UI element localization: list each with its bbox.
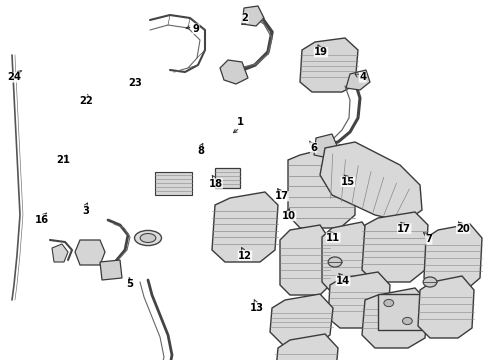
- Polygon shape: [320, 142, 422, 222]
- Text: 21: 21: [57, 155, 71, 165]
- Polygon shape: [52, 244, 68, 262]
- Text: 13: 13: [250, 303, 264, 313]
- Text: 18: 18: [209, 179, 222, 189]
- Ellipse shape: [140, 234, 156, 243]
- Circle shape: [384, 300, 393, 307]
- Polygon shape: [100, 260, 122, 280]
- Text: 23: 23: [128, 78, 142, 88]
- Polygon shape: [418, 276, 474, 338]
- Polygon shape: [314, 134, 338, 158]
- Text: 14: 14: [336, 276, 350, 286]
- Polygon shape: [242, 6, 264, 26]
- Polygon shape: [328, 272, 390, 328]
- Polygon shape: [288, 145, 355, 228]
- Text: 6: 6: [310, 143, 317, 153]
- Text: 17: 17: [397, 224, 411, 234]
- Text: 3: 3: [82, 206, 89, 216]
- Polygon shape: [378, 294, 421, 330]
- Text: 1: 1: [237, 117, 244, 127]
- Polygon shape: [346, 70, 370, 90]
- Text: 19: 19: [314, 47, 328, 57]
- Text: 11: 11: [326, 233, 341, 243]
- Text: 15: 15: [341, 177, 355, 187]
- Text: 8: 8: [197, 146, 204, 156]
- Text: 17: 17: [275, 191, 289, 201]
- Text: 10: 10: [282, 211, 296, 221]
- Polygon shape: [300, 38, 358, 92]
- Text: 20: 20: [456, 224, 470, 234]
- Circle shape: [402, 318, 412, 325]
- Text: 24: 24: [8, 72, 22, 82]
- Polygon shape: [270, 294, 333, 345]
- Ellipse shape: [135, 230, 162, 246]
- Polygon shape: [424, 224, 482, 290]
- Text: 4: 4: [359, 72, 366, 82]
- Text: 7: 7: [425, 234, 432, 244]
- Polygon shape: [212, 192, 278, 262]
- Polygon shape: [215, 168, 240, 188]
- Polygon shape: [275, 334, 338, 360]
- Text: 2: 2: [242, 13, 248, 23]
- Polygon shape: [280, 225, 330, 295]
- Polygon shape: [362, 212, 428, 282]
- Polygon shape: [362, 288, 428, 348]
- Circle shape: [423, 277, 437, 287]
- Text: 9: 9: [193, 24, 199, 34]
- Text: 16: 16: [35, 215, 49, 225]
- Circle shape: [328, 257, 342, 267]
- Text: 22: 22: [79, 96, 93, 106]
- Text: 5: 5: [126, 279, 133, 289]
- Polygon shape: [322, 222, 372, 293]
- Text: 12: 12: [238, 251, 252, 261]
- Polygon shape: [155, 172, 192, 195]
- Polygon shape: [220, 60, 248, 84]
- Polygon shape: [75, 240, 105, 265]
